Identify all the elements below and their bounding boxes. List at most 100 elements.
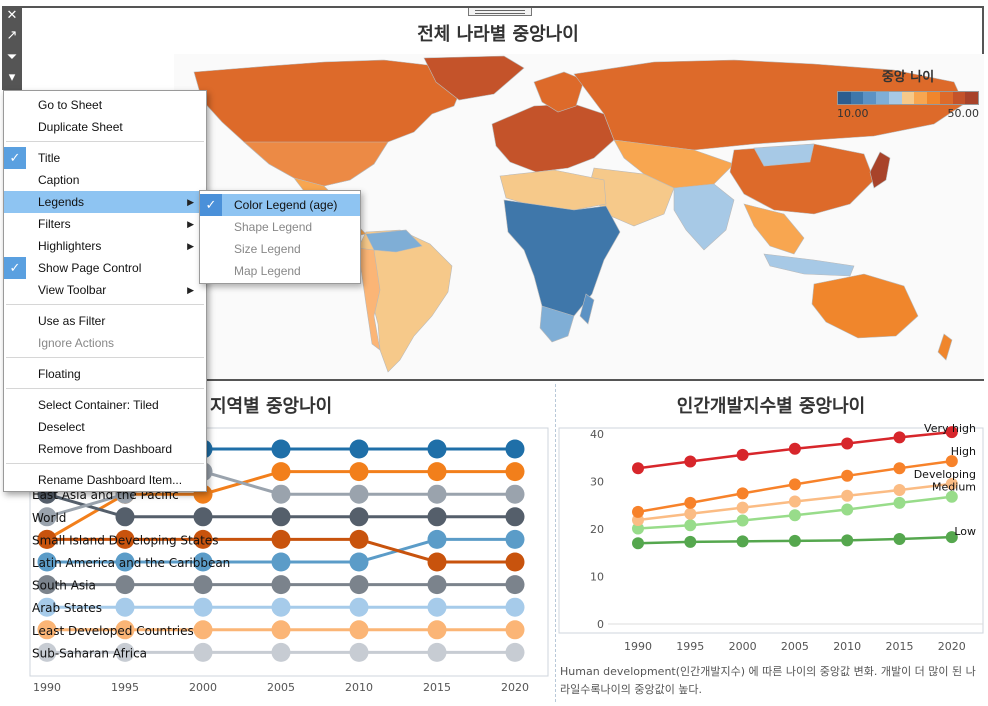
data-point[interactable]: [684, 496, 697, 509]
menu-item-legends[interactable]: Legends ▶: [4, 191, 206, 213]
series-very-high[interactable]: [632, 426, 958, 475]
data-point[interactable]: [841, 469, 854, 482]
close-icon[interactable]: ✕: [6, 8, 18, 23]
data-point[interactable]: [945, 477, 958, 490]
data-point[interactable]: [684, 519, 697, 532]
data-point[interactable]: [349, 642, 369, 662]
data-point[interactable]: [736, 501, 749, 514]
regional-median-age-panel[interactable]: 지역별 중앙나이 World East Asia and the Pacific S…: [10, 384, 553, 702]
data-point[interactable]: [945, 455, 958, 468]
series-low[interactable]: [632, 531, 958, 550]
data-point[interactable]: [427, 642, 447, 662]
data-point[interactable]: [505, 552, 525, 572]
data-point[interactable]: [788, 442, 801, 455]
data-point[interactable]: [427, 462, 447, 482]
data-point[interactable]: [945, 426, 958, 439]
data-point[interactable]: [349, 552, 369, 572]
menu-item-title[interactable]: ✓ Title: [4, 147, 206, 169]
hdi-median-age-panel[interactable]: 인간개발지수별 중앙나이 0 10 20 30 40 1990 1995 2000 2005 20…: [556, 384, 986, 702]
data-point[interactable]: [37, 642, 57, 662]
data-point[interactable]: [193, 529, 213, 549]
drag-handle[interactable]: [468, 8, 532, 16]
data-point[interactable]: [193, 575, 213, 595]
menu-item-view-toolbar[interactable]: View Toolbar ▶: [4, 279, 206, 301]
menu-item-remove-from-dashboard[interactable]: Remove from Dashboard: [4, 438, 206, 460]
data-point[interactable]: [427, 597, 447, 617]
data-point[interactable]: [271, 462, 291, 482]
data-point[interactable]: [427, 552, 447, 572]
data-point[interactable]: [349, 620, 369, 640]
data-point[interactable]: [684, 455, 697, 468]
series-south-asia[interactable]: [37, 575, 525, 595]
data-point[interactable]: [427, 529, 447, 549]
data-point[interactable]: [349, 597, 369, 617]
data-point[interactable]: [841, 437, 854, 450]
data-point[interactable]: [349, 484, 369, 504]
data-point[interactable]: [427, 507, 447, 527]
data-point[interactable]: [349, 507, 369, 527]
data-point[interactable]: [115, 552, 135, 572]
data-point[interactable]: [632, 462, 644, 475]
submenu-item-color-legend-age[interactable]: ✓ Color Legend (age): [200, 194, 360, 216]
data-point[interactable]: [736, 448, 749, 461]
data-point[interactable]: [427, 484, 447, 504]
data-point[interactable]: [632, 505, 644, 518]
series-high[interactable]: [632, 455, 958, 518]
menu-item-highlighters[interactable]: Highlighters ▶: [4, 235, 206, 257]
data-point[interactable]: [349, 529, 369, 549]
data-point[interactable]: [349, 575, 369, 595]
data-point[interactable]: [193, 507, 213, 527]
data-point[interactable]: [271, 552, 291, 572]
data-point[interactable]: [271, 439, 291, 459]
data-point[interactable]: [271, 507, 291, 527]
data-point[interactable]: [505, 642, 525, 662]
world-map-svg[interactable]: [174, 54, 984, 379]
data-point[interactable]: [115, 620, 135, 640]
data-point[interactable]: [505, 462, 525, 482]
data-point[interactable]: [193, 552, 213, 572]
data-point[interactable]: [37, 620, 57, 640]
series-least-developed-countries[interactable]: [37, 620, 525, 640]
filter-icon[interactable]: ⏷: [6, 50, 18, 65]
data-point[interactable]: [788, 509, 801, 522]
menu-item-rename-dashboard-item[interactable]: Rename Dashboard Item...: [4, 469, 206, 491]
menu-item-caption[interactable]: Caption: [4, 169, 206, 191]
data-point[interactable]: [505, 507, 525, 527]
data-point[interactable]: [505, 529, 525, 549]
data-point[interactable]: [427, 620, 447, 640]
data-point[interactable]: [37, 575, 57, 595]
menu-item-show-page-control[interactable]: ✓ Show Page Control: [4, 257, 206, 279]
series-sub-saharan-africa[interactable]: [37, 642, 525, 662]
data-point[interactable]: [37, 597, 57, 617]
data-point[interactable]: [684, 535, 697, 548]
data-point[interactable]: [841, 534, 854, 547]
data-point[interactable]: [736, 514, 749, 527]
series-arab-states[interactable]: [37, 597, 525, 617]
menu-item-deselect[interactable]: Deselect: [4, 416, 206, 438]
data-point[interactable]: [841, 489, 854, 502]
series-latin-america-and-the-caribbean[interactable]: [37, 529, 525, 572]
data-point[interactable]: [684, 507, 697, 520]
data-point[interactable]: [788, 495, 801, 508]
data-point[interactable]: [505, 620, 525, 640]
data-point[interactable]: [945, 531, 958, 544]
data-point[interactable]: [427, 439, 447, 459]
data-point[interactable]: [115, 597, 135, 617]
data-point[interactable]: [427, 575, 447, 595]
data-point[interactable]: [115, 529, 135, 549]
data-point[interactable]: [115, 575, 135, 595]
data-point[interactable]: [505, 597, 525, 617]
data-point[interactable]: [945, 490, 958, 503]
data-point[interactable]: [893, 462, 906, 475]
data-point[interactable]: [271, 620, 291, 640]
hdi-line-chart[interactable]: 0 10 20 30 40 1990 1995 2000 2005 2010 2015 2020 Ver…: [556, 384, 986, 664]
data-point[interactable]: [37, 552, 57, 572]
data-point[interactable]: [632, 537, 644, 550]
data-point[interactable]: [632, 522, 644, 535]
data-point[interactable]: [349, 462, 369, 482]
data-point[interactable]: [736, 535, 749, 548]
data-point[interactable]: [37, 529, 57, 549]
data-point[interactable]: [271, 575, 291, 595]
data-point[interactable]: [736, 487, 749, 500]
